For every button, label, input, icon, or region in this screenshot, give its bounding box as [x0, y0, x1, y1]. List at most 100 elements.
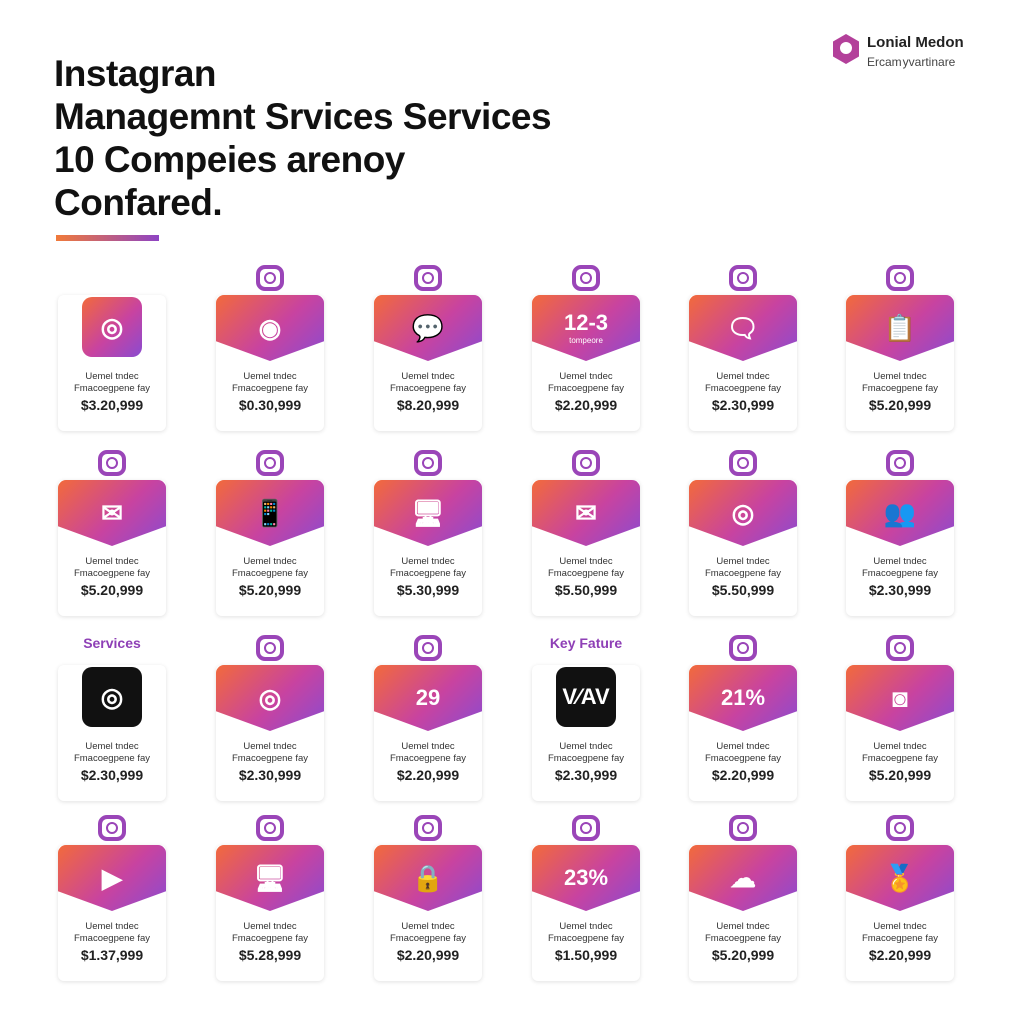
- service-card[interactable]: 🖥 Uemel tndec Fmacoegpene fay $5.28,999: [216, 815, 324, 981]
- card-banner: ✉: [58, 480, 166, 546]
- card-banner: 12-3 tompeore: [532, 295, 640, 361]
- card-banner: ◎: [689, 480, 797, 546]
- service-card[interactable]: ◙ Uemel tndec Fmacoegpene fay $5.20,999: [846, 635, 954, 801]
- service-card[interactable]: ▶ Uemel tndec Fmacoegpene fay $1.37,999: [58, 815, 166, 981]
- service-card[interactable]: ☁ Uemel tndec Fmacoegpene fay $5.20,999: [689, 815, 797, 981]
- service-card[interactable]: 🏅 Uemel tndec Fmacoegpene fay $2.20,999: [846, 815, 954, 981]
- profile-settings-icon: ◙: [892, 683, 908, 713]
- card-banner: V⁄AV: [556, 667, 616, 727]
- badge-icon: [256, 815, 284, 841]
- badge-icon: [886, 815, 914, 841]
- badge-icon: [572, 450, 600, 476]
- card-line-1: Uemel tndec: [559, 371, 613, 382]
- banner-value: 12-3: [563, 309, 609, 335]
- card-price: $3.20,999: [80, 397, 144, 413]
- service-card[interactable]: ◉ Uemel tndec Fmacoegpene fay $0.30,999: [216, 265, 324, 431]
- card-banner: ✉: [532, 480, 640, 546]
- webcam-icon: ◉: [258, 313, 282, 343]
- card-line-2: Fmacoegpene fay: [231, 383, 309, 394]
- service-card[interactable]: Key Fature V⁄AV Uemel tndec Fmacoegpene f…: [532, 635, 640, 801]
- badge-icon: [729, 265, 757, 291]
- card-banner: ◎: [216, 665, 324, 731]
- card-banner: 📱: [216, 480, 324, 546]
- card-price: $5.50,999: [554, 582, 618, 598]
- service-card[interactable]: ✉ Uemel tndec Fmacoegpene fay $5.20,999: [58, 450, 166, 616]
- banner-value: V⁄AV: [562, 684, 610, 709]
- card-line-2: Fmacoegpene fay: [547, 383, 625, 394]
- card-price: $5.28,999: [238, 947, 302, 963]
- card-line-2: Fmacoegpene fay: [704, 933, 782, 944]
- card-price: $2.30,999: [238, 767, 302, 783]
- service-card[interactable]: ◎ Uemel tndec Fmacoegpene fay $5.50,999: [689, 450, 797, 616]
- badge-icon: [572, 815, 600, 841]
- badge-icon: [98, 450, 126, 476]
- card-line-1: Uemel tndec: [243, 921, 297, 932]
- card-line-1: Uemel tndec: [716, 741, 770, 752]
- chat-bubbles-icon: 🗨: [726, 313, 760, 343]
- card-line-1: Uemel tndec: [873, 371, 927, 382]
- card-price: $2.20,999: [396, 767, 460, 783]
- badge-icon: [729, 635, 757, 661]
- card-line-2: Fmacoegpene fay: [389, 568, 467, 579]
- card-banner: ◙: [846, 665, 954, 731]
- cloud-camera-icon: ☁: [730, 863, 756, 893]
- card-line-2: Fmacoegpene fay: [547, 933, 625, 944]
- card-banner: 📋: [846, 295, 954, 361]
- card-line-2: Fmacoegpene fay: [73, 568, 151, 579]
- card-line-1: Uemel tndec: [401, 371, 455, 382]
- card-banner: 💬: [374, 295, 482, 361]
- card-price: $2.30,999: [80, 767, 144, 783]
- card-line-1: Uemel tndec: [85, 741, 139, 752]
- service-card[interactable]: 💬 Uemel tndec Fmacoegpene fay $8.20,999: [374, 265, 482, 431]
- card-label: Key Fature: [549, 635, 623, 651]
- card-line-1: Uemel tndec: [243, 556, 297, 567]
- banner-sub: tompeore: [569, 335, 603, 345]
- card-price: $5.20,999: [238, 582, 302, 598]
- card-price: $2.20,999: [554, 397, 618, 413]
- instagram-icon: ◎: [100, 682, 124, 712]
- card-line-1: Uemel tndec: [85, 556, 139, 567]
- service-card[interactable]: 23% Uemel tndec Fmacoegpene fay $1.50,99…: [532, 815, 640, 981]
- target-icon: ◎: [731, 498, 755, 528]
- envelope-icon: ✉: [575, 498, 597, 528]
- service-card[interactable]: 🗨 Uemel tndec Fmacoegpene fay $2.30,999: [689, 265, 797, 431]
- badge-icon: [886, 450, 914, 476]
- card-line-1: Uemel tndec: [243, 741, 297, 752]
- card-line-2: Fmacoegpene fay: [861, 568, 939, 579]
- service-card[interactable]: 🔒 Uemel tndec Fmacoegpene fay $2.20,999: [374, 815, 482, 981]
- card-line-1: Uemel tndec: [85, 921, 139, 932]
- service-card[interactable]: ◎ Uemel tndec Fmacoegpene fay $3.20,999: [58, 295, 166, 431]
- lock-mail-icon: 🔒: [411, 863, 445, 893]
- chat-icon: 💬: [411, 313, 445, 343]
- card-line-2: Fmacoegpene fay: [704, 383, 782, 394]
- service-card[interactable]: 29 Uemel tndec Fmacoegpene fay $2.20,999: [374, 635, 482, 801]
- card-line-1: Uemel tndec: [716, 371, 770, 382]
- banner-value: 21%: [720, 685, 766, 710]
- service-card[interactable]: ✉ Uemel tndec Fmacoegpene fay $5.50,999: [532, 450, 640, 616]
- service-card[interactable]: 12-3 tompeore Uemel tndec Fmacoegpene fay…: [532, 265, 640, 431]
- badge-icon: [256, 450, 284, 476]
- card-line-2: Fmacoegpene fay: [231, 933, 309, 944]
- card-line-1: Uemel tndec: [559, 556, 613, 567]
- card-line-2: Fmacoegpene fay: [389, 933, 467, 944]
- service-card[interactable]: Services ◎ Uemel tndec Fmacoegpene fay $2…: [58, 635, 166, 801]
- card-banner: ▶: [58, 845, 166, 911]
- card-line-2: Fmacoegpene fay: [389, 383, 467, 394]
- card-price: $1.37,999: [80, 947, 144, 963]
- card-line-2: Fmacoegpene fay: [547, 568, 625, 579]
- service-card[interactable]: 21% Uemel tndec Fmacoegpene fay $2.20,99…: [689, 635, 797, 801]
- service-card[interactable]: ◎ Uemel tndec Fmacoegpene fay $2.30,999: [216, 635, 324, 801]
- video-icon: ▶: [102, 863, 122, 893]
- badge-icon: [414, 815, 442, 841]
- card-line-1: Uemel tndec: [716, 556, 770, 567]
- service-card[interactable]: 👥 Uemel tndec Fmacoegpene fay $2.30,999: [846, 450, 954, 616]
- service-card[interactable]: 📱 Uemel tndec Fmacoegpene fay $5.20,999: [216, 450, 324, 616]
- card-line-2: Fmacoegpene fay: [389, 753, 467, 764]
- badge-icon: [886, 635, 914, 661]
- card-price: $2.20,999: [868, 947, 932, 963]
- service-card[interactable]: 🖥 Uemel tndec Fmacoegpene fay $5.30,999: [374, 450, 482, 616]
- banner-value: 23%: [563, 865, 609, 890]
- card-line-2: Fmacoegpene fay: [73, 753, 151, 764]
- service-card[interactable]: 📋 Uemel tndec Fmacoegpene fay $5.20,999: [846, 265, 954, 431]
- card-banner: ◎: [82, 297, 142, 357]
